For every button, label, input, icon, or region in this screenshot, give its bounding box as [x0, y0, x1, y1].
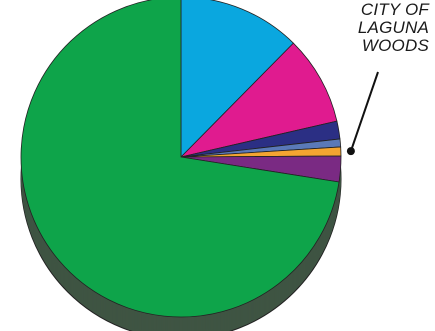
callout-leader-line — [349, 71, 379, 152]
callout-label: CITY OF LAGUNA WOODS — [309, 1, 429, 55]
pie-slice-6 — [20, 0, 340, 318]
pie-top — [20, 0, 342, 318]
callout — [346, 71, 379, 156]
pie-slice-1 — [179, 42, 338, 158]
callout-line-1: CITY OF — [360, 0, 429, 19]
callout-line-2: LAGUNA — [357, 18, 429, 37]
callout-line-3: WOODS — [361, 36, 429, 55]
callout-dot — [346, 147, 355, 156]
pie-slice-0 — [180, 0, 294, 158]
